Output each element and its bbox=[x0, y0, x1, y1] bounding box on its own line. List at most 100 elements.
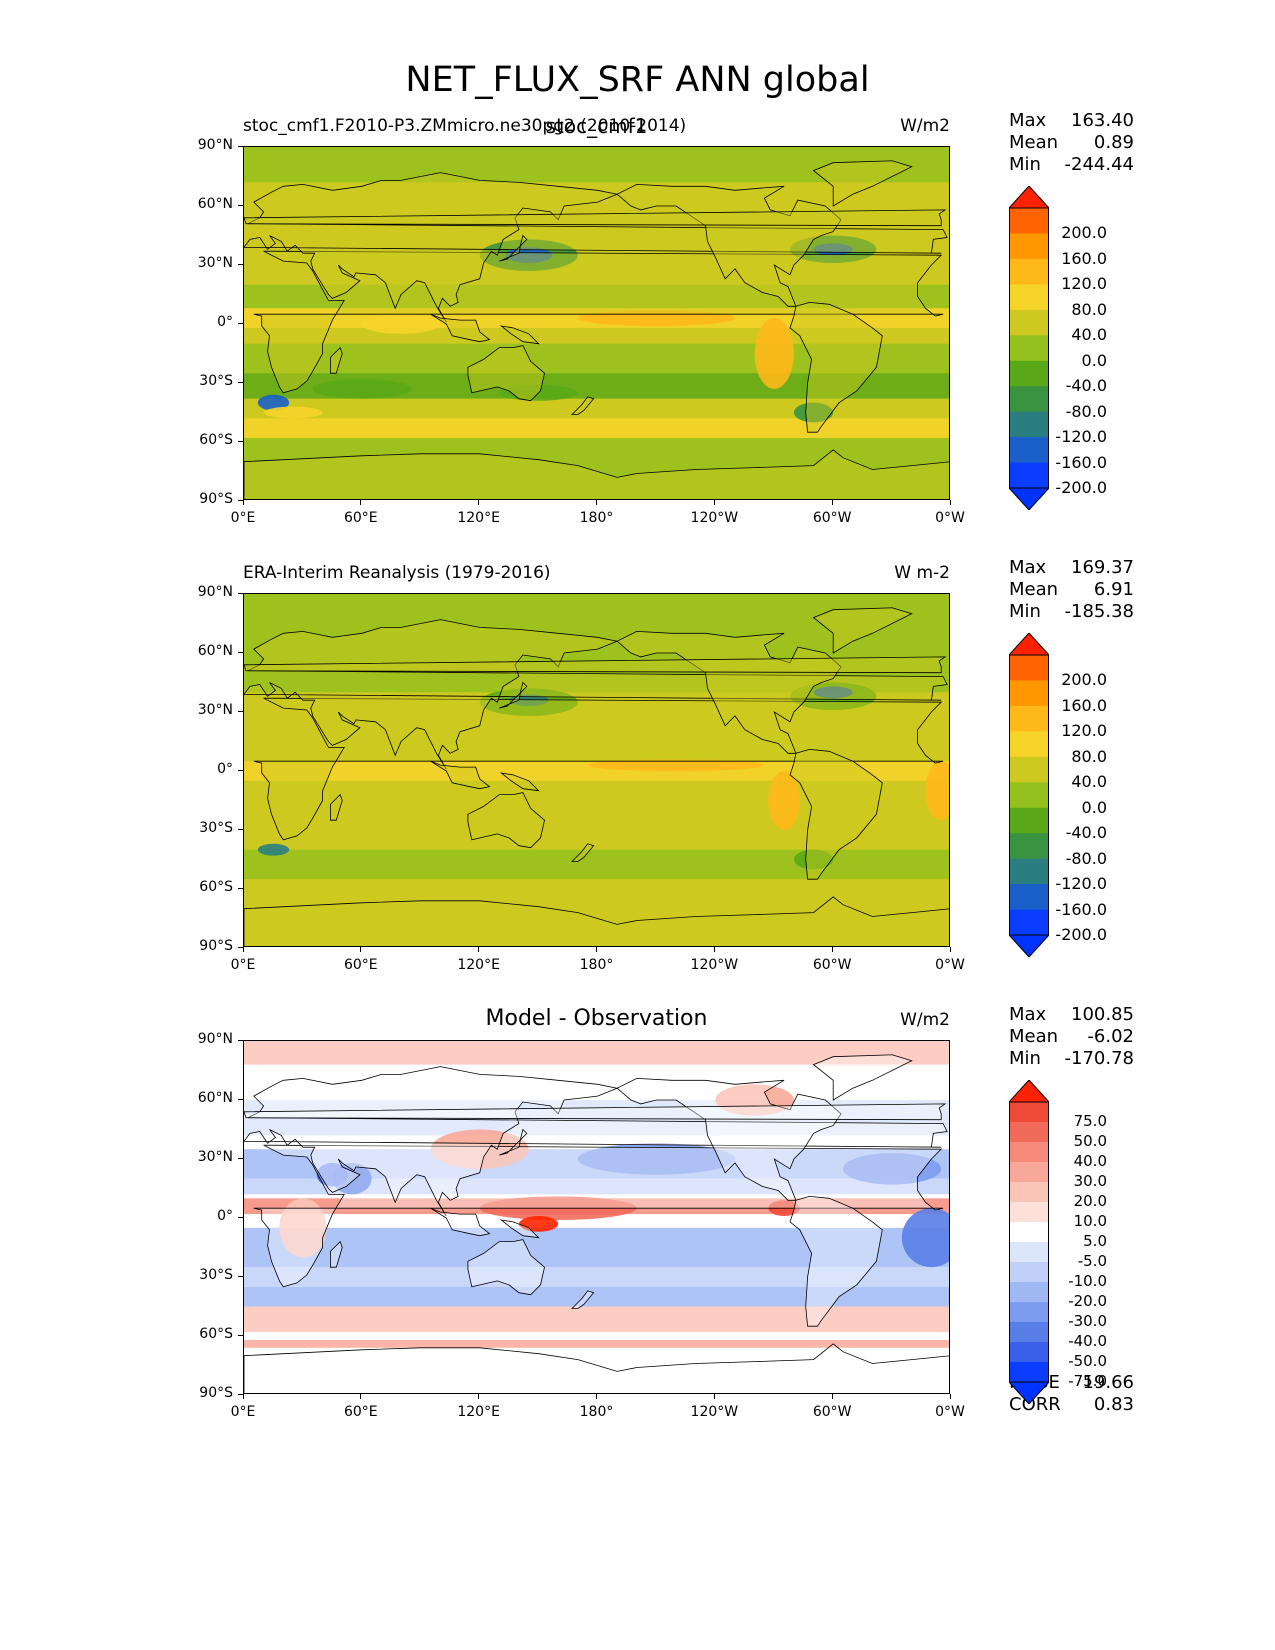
panel-2-lat-tick-label: 0° bbox=[217, 761, 233, 777]
panel-1-lat-tick bbox=[238, 381, 243, 383]
panel-3-colorbar bbox=[1007, 1079, 1051, 1405]
panel-1-field-band bbox=[244, 398, 949, 419]
panel-2-lat-tick-label: 30°N bbox=[197, 702, 233, 718]
stat-label: Min bbox=[1009, 154, 1041, 175]
panel-2-lon-tick-label: 0°W bbox=[935, 957, 965, 973]
stat-label: Max bbox=[1009, 110, 1047, 131]
panel-1-field-band bbox=[244, 453, 949, 499]
panel-1-field-band bbox=[244, 147, 949, 183]
panel-2-colorbar-label: 40.0 bbox=[1071, 772, 1107, 792]
panel-1-coastline-britain bbox=[244, 209, 947, 227]
stat-value: 0.83 bbox=[1093, 1394, 1134, 1415]
panel-1-lat-tick-label: 90°N bbox=[197, 137, 233, 153]
panel-1-colorbar-label: 80.0 bbox=[1071, 299, 1107, 319]
panel-3-coastline-newguinea bbox=[499, 1219, 540, 1239]
panel-3-field-band bbox=[244, 1339, 949, 1348]
panel-1-coastline-australia bbox=[467, 345, 545, 402]
panel-3-lon-tick bbox=[360, 1394, 362, 1399]
panel-2-colorbar-segment bbox=[1009, 756, 1049, 783]
panel-2-colorbar-label: 120.0 bbox=[1061, 721, 1107, 741]
stat-label: Max bbox=[1009, 1004, 1047, 1025]
panel-1-stat-min: Min -244.44 bbox=[1009, 154, 1134, 176]
panel-1-field-band bbox=[244, 418, 949, 439]
panel-2-map bbox=[243, 593, 950, 947]
panel-3-lat-tick bbox=[238, 1393, 243, 1395]
panel-2-coastline-madagascar bbox=[330, 793, 343, 821]
panel-3-lon-tick bbox=[242, 1394, 244, 1399]
panel-2-stats: Max 169.37 Mean 6.91 Min -185.38 bbox=[1009, 557, 1134, 623]
panel-3-colorbar-label: -10.0 bbox=[1068, 1272, 1107, 1290]
panel-3-field-band bbox=[244, 1227, 949, 1268]
stat-label: Min bbox=[1009, 601, 1041, 622]
panel-1-field-band bbox=[244, 438, 949, 454]
panel-1-colorbar-segment bbox=[1009, 386, 1049, 413]
panel-1-lat-tick bbox=[238, 499, 243, 501]
panel-2-lon-tick bbox=[478, 947, 480, 952]
panel-3-colorbar-segment bbox=[1009, 1302, 1049, 1323]
panel-3-stat-max: Max 100.85 bbox=[1009, 1004, 1134, 1026]
panel-2-colorbar-top-arrow bbox=[1007, 632, 1051, 656]
panel-3-lat-tick-label: 30°N bbox=[197, 1149, 233, 1165]
panel-2-field-band bbox=[244, 790, 949, 830]
panel-3-map-svg bbox=[244, 1041, 949, 1393]
panel-2-lat-tick-label: 60°S bbox=[199, 879, 233, 895]
panel-3-lon-tick bbox=[831, 1394, 833, 1399]
panel-1-field-feature bbox=[312, 379, 411, 399]
panel-3-field-feature bbox=[901, 1208, 949, 1268]
panel-3-map bbox=[243, 1040, 950, 1394]
panel-2-lat-tick bbox=[238, 592, 243, 594]
panel-3-lon-tick-label: 120°W bbox=[690, 1404, 739, 1420]
panel-1-field-feature bbox=[263, 406, 323, 419]
panel-1-lat-tick bbox=[238, 145, 243, 147]
panel-2-units: W m-2 bbox=[894, 563, 950, 583]
panel-3-center-title: Model - Observation bbox=[485, 1006, 708, 1031]
panel-3-lon-tick-label: 0°W bbox=[935, 1404, 965, 1420]
panel-1-colorbar-top-arrow bbox=[1007, 185, 1051, 209]
panel-3-lat-tick-label: 90°N bbox=[197, 1031, 233, 1047]
panel-3-lat-tick-label: 0° bbox=[217, 1208, 233, 1224]
panel-3-stats: Max 100.85 Mean -6.02 Min -170.78 bbox=[1009, 1004, 1134, 1070]
stat-value: -244.44 bbox=[1064, 154, 1134, 175]
panel-1-colorbar-segment bbox=[1009, 208, 1049, 234]
panel-1-coastline-newguinea bbox=[499, 325, 540, 345]
panel-2-lon-tick bbox=[360, 947, 362, 952]
panel-3-lat-tick bbox=[238, 1098, 243, 1100]
panel-2-coastline-eurasia bbox=[244, 619, 948, 770]
panel-2-lon-tick-label: 120°E bbox=[457, 957, 500, 973]
panel-1-lon-tick-label: 120°E bbox=[457, 510, 500, 526]
panel-2-lon-tick-label: 60°W bbox=[812, 957, 852, 973]
panel-3-lon-tick-label: 180° bbox=[579, 1404, 614, 1420]
panel-3-stat-mean: Mean -6.02 bbox=[1009, 1026, 1134, 1048]
stat-value: -170.78 bbox=[1064, 1048, 1134, 1069]
panel-2-field-feature bbox=[793, 849, 834, 870]
panel-3-coastline-africa bbox=[253, 1144, 944, 1288]
panel-2-field-feature bbox=[768, 771, 800, 830]
panel-3-colorbar-segment bbox=[1009, 1342, 1049, 1363]
panel-1-coastline-eurasia bbox=[244, 172, 948, 323]
panel-3-colorbar-top-arrow bbox=[1007, 1079, 1051, 1103]
panel-1-lon-tick bbox=[949, 500, 951, 505]
panel-1-colorbar-label: -160.0 bbox=[1055, 452, 1107, 472]
panel-3-lat-tick bbox=[238, 1039, 243, 1041]
panel-2-coastline-samerica bbox=[789, 748, 883, 880]
panel-2-coastline-indonesia bbox=[430, 760, 491, 790]
panel-3-colorbar-segment bbox=[1009, 1282, 1049, 1303]
panel-1-lat-tick bbox=[238, 440, 243, 442]
panel-3-coastline-japan bbox=[499, 1128, 528, 1156]
panel-2-colorbar-svg bbox=[1007, 632, 1051, 958]
panel-3-lon-tick-label: 60°E bbox=[343, 1404, 378, 1420]
panel-2-coastline-namerica bbox=[616, 630, 842, 754]
panel-2-stat-min: Min -185.38 bbox=[1009, 601, 1134, 623]
panel-3-field-feature bbox=[279, 1198, 327, 1258]
panel-2-lon-tick bbox=[242, 947, 244, 952]
panel-2-field-feature bbox=[257, 843, 290, 856]
stat-label: CORR bbox=[1009, 1394, 1061, 1415]
panel-3-lat-tick-label: 90°S bbox=[199, 1385, 233, 1401]
panel-1-lat-tick-label: 60°S bbox=[199, 432, 233, 448]
panel-3-lon-tick-label: 120°E bbox=[457, 1404, 500, 1420]
panel-2-colorbar-frame bbox=[1009, 654, 1049, 936]
panel-3-lat-tick bbox=[238, 1275, 243, 1277]
panel-3-field-feature bbox=[316, 1162, 349, 1187]
panel-1-lon-tick bbox=[242, 500, 244, 505]
panel-3-lat-tick-label: 30°S bbox=[199, 1267, 233, 1283]
